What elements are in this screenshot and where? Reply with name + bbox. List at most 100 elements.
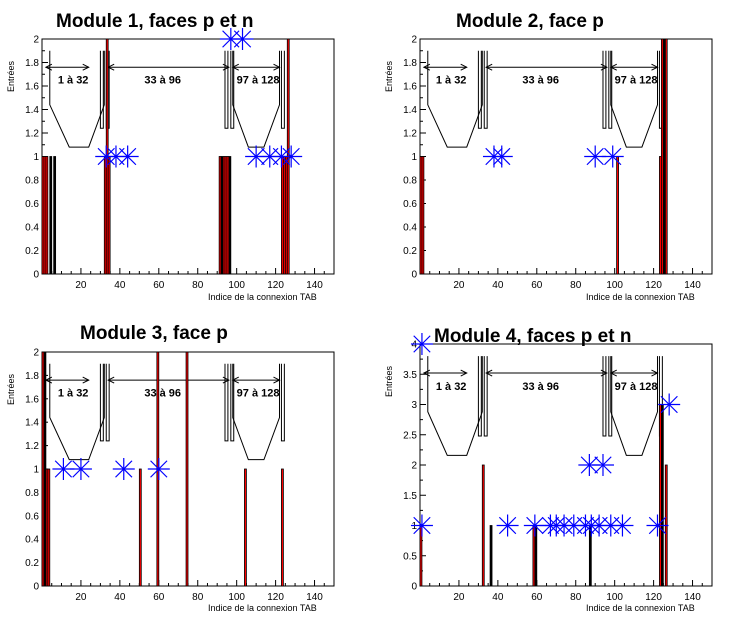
marker-stroke: [282, 147, 300, 166]
y-axis-label: Entrées: [6, 61, 16, 93]
range-annotation: 97 à 128: [237, 75, 280, 87]
asterisk-marker: [112, 458, 135, 480]
x-tick-label: 100: [606, 592, 623, 603]
asterisk-marker: [611, 514, 634, 537]
connector-outline: [105, 363, 110, 442]
arrow-head: [600, 63, 608, 71]
connector-outline: [608, 50, 613, 129]
histogram-bar: [185, 351, 189, 587]
marker-stroke: [115, 460, 133, 478]
y-tick-label: 1.6: [25, 82, 39, 93]
range-annotation: 1 à 32: [58, 75, 89, 87]
histogram-bar: [47, 468, 51, 587]
range-annotation: 97 à 128: [237, 387, 280, 399]
arrow-head: [222, 63, 230, 71]
x-tick-label: 20: [453, 592, 465, 603]
x-tick-label: 120: [645, 280, 662, 291]
y-tick-label: 1.4: [25, 105, 39, 116]
x-axis-label: Indice de la connexion TAB: [586, 292, 695, 302]
x-tick-label: 140: [306, 592, 323, 603]
x-tick-label: 60: [153, 280, 165, 291]
x-tick-label: 140: [306, 280, 323, 291]
connector-outline: [224, 50, 229, 129]
x-tick-label: 120: [645, 592, 662, 603]
x-tick-label: 120: [267, 592, 284, 603]
asterisk-marker: [490, 145, 513, 168]
arrow-head: [107, 376, 115, 384]
x-tick-label: 100: [228, 280, 245, 291]
arrow-head: [651, 63, 659, 71]
marker-stroke: [498, 516, 517, 535]
y-tick-label: 1.8: [25, 371, 39, 382]
connector-outline: [230, 363, 235, 442]
marker-stroke: [604, 147, 622, 166]
y-tick-label: 0.2: [403, 246, 417, 257]
y-tick-label: 1.2: [403, 129, 417, 140]
marker-stroke: [586, 147, 604, 166]
marker-stroke: [660, 395, 678, 414]
x-tick-label: 140: [684, 592, 701, 603]
histogram-bar: [138, 468, 142, 587]
histogram-bar: [49, 156, 53, 275]
y-tick-label: 0.8: [25, 488, 39, 499]
marker-stroke: [413, 335, 431, 353]
y-tick-label: 1.2: [25, 129, 39, 140]
arrow-head: [609, 369, 617, 377]
x-tick-label: 40: [492, 280, 504, 291]
arrow-head: [273, 63, 281, 71]
x-axis-label: Indice de la connexion TAB: [586, 603, 695, 613]
y-tick-label: 0.2: [25, 246, 39, 257]
y-tick-label: 3.5: [403, 370, 417, 381]
range-annotation: 1 à 32: [436, 75, 467, 87]
arrow-head: [231, 63, 239, 71]
range-annotation: 33 à 96: [522, 75, 559, 87]
histogram-bar: [107, 156, 111, 275]
connector-outline: [49, 363, 105, 461]
connector-outline: [610, 50, 658, 148]
x-tick-label: 80: [192, 280, 204, 291]
histogram-bar: [421, 156, 425, 275]
marker-stroke: [150, 460, 168, 478]
marker-stroke: [247, 147, 265, 166]
y-tick-label: 1.4: [25, 418, 39, 429]
range-annotation: 33 à 96: [144, 387, 181, 399]
x-tick-label: 20: [75, 280, 87, 291]
range-annotation: 97 à 128: [615, 75, 658, 87]
asterisk-marker: [584, 145, 607, 168]
x-tick-label: 40: [114, 592, 126, 603]
marker-stroke: [580, 456, 599, 474]
x-axis-label: Indice de la connexion TAB: [208, 603, 317, 613]
asterisk-marker: [658, 393, 681, 416]
chart-panel-3: Module 3, face p Entrées Indice de la conn…: [6, 323, 335, 613]
y-tick-label: 0.4: [403, 223, 417, 234]
x-tick-label: 120: [267, 280, 284, 291]
y-tick-label: 0: [411, 582, 417, 593]
connector-outline: [230, 50, 235, 129]
y-tick-label: 4: [411, 340, 417, 351]
x-tick-label: 140: [684, 280, 701, 291]
connector-outline: [608, 356, 613, 437]
marker-stroke: [118, 147, 137, 166]
x-tick-label: 80: [570, 280, 582, 291]
arrow-head: [273, 376, 281, 384]
arrow-head: [651, 369, 659, 377]
connector-outline: [427, 356, 483, 456]
y-tick-label: 1.2: [25, 441, 39, 452]
x-axis-label: Indice de la connexion TAB: [208, 292, 317, 302]
histogram-bar: [489, 525, 493, 587]
y-tick-label: 0: [411, 270, 417, 281]
y-tick-label: 1: [411, 521, 417, 532]
y-tick-label: 3: [411, 400, 417, 411]
histogram-bar: [53, 156, 57, 275]
asterisk-marker: [646, 514, 669, 537]
marker-stroke: [54, 460, 73, 478]
arrow-head: [485, 369, 493, 377]
histogram-bar: [281, 468, 284, 587]
connector-outline: [483, 356, 488, 437]
y-tick-label: 0: [33, 270, 39, 281]
connector-outline: [99, 363, 104, 442]
chart-panel-2: Module 2, face p Entrées Indice de la conn…: [384, 11, 713, 302]
marker-stroke: [526, 516, 544, 535]
arrow-head: [609, 63, 617, 71]
connector-outline: [49, 50, 105, 148]
